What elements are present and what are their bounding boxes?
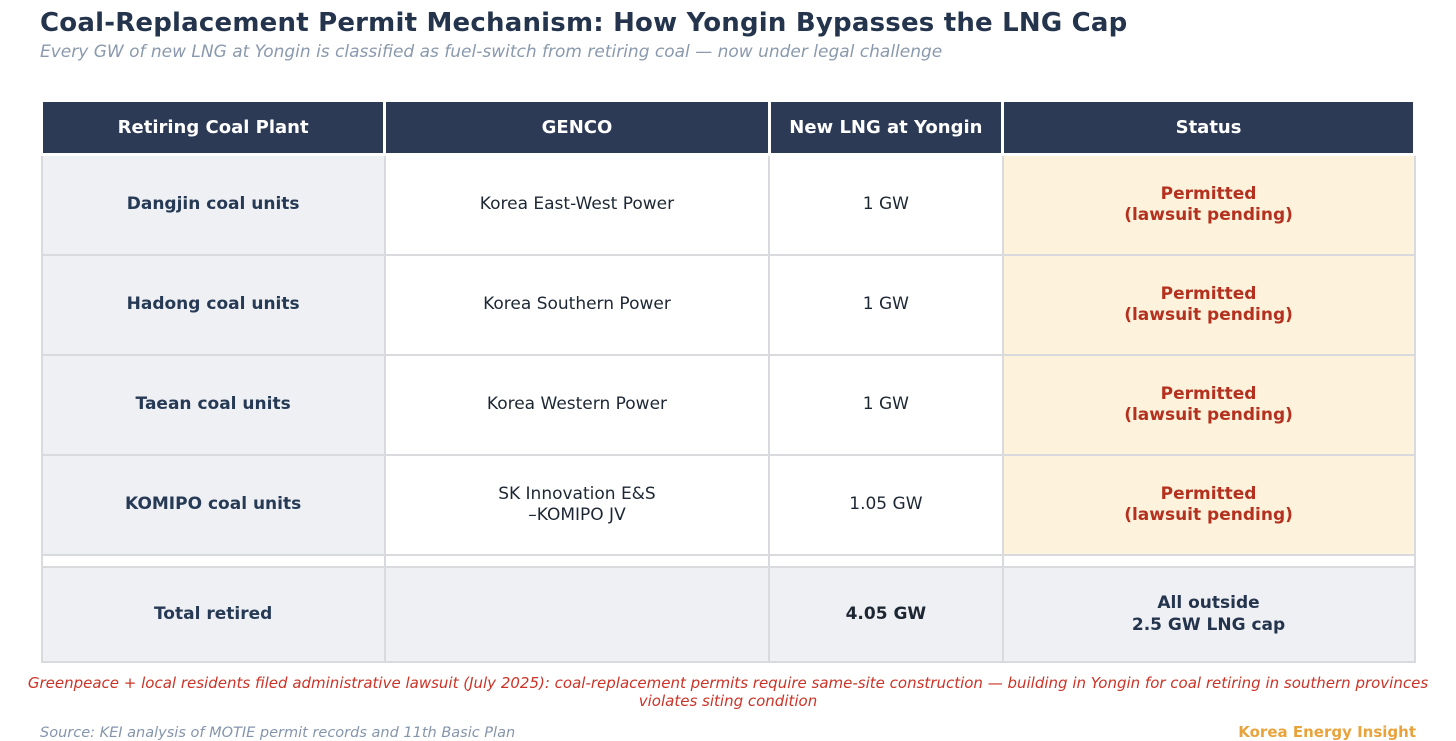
lng-cell: 1 GW [768, 254, 1004, 356]
brand-label: Korea Energy Insight [1238, 722, 1416, 741]
footer: Source: KEI analysis of MOTIE permit rec… [40, 723, 1416, 741]
genco-cell: Korea East-West Power [383, 153, 771, 256]
plant-cell: Hadong coal units [40, 254, 386, 356]
table-row-dangjin: Dangjin coal units Korea East-West Power… [40, 153, 1416, 256]
lawsuit-annotation: Greenpeace + local residents filed admin… [27, 674, 1429, 711]
total-row: Total retired 4.05 GW All outside 2.5 GW… [40, 566, 1416, 663]
plant-cell: Dangjin coal units [40, 153, 386, 256]
genco-cell: Korea Western Power [383, 354, 771, 456]
permit-table: Retiring Coal Plant GENCO New LNG at Yon… [39, 99, 1416, 663]
spacer-cell [1001, 554, 1416, 568]
source-note: Source: KEI analysis of MOTIE permit rec… [40, 724, 516, 741]
lng-cell: 1 GW [768, 354, 1004, 456]
genco-cell: SK Innovation E&S –KOMIPO JV [383, 454, 771, 556]
status-cell: Permitted (lawsuit pending) [1001, 354, 1416, 456]
table-row-hadong: Hadong coal units Korea Southern Power 1… [40, 254, 1416, 356]
lng-cell: 1.05 GW [768, 454, 1004, 556]
status-cell: Permitted (lawsuit pending) [1001, 153, 1416, 256]
table-row-taean: Taean coal units Korea Western Power 1 G… [40, 354, 1416, 456]
column-header-new-lng: New LNG at Yongin [767, 99, 1005, 156]
page-subtitle: Every GW of new LNG at Yongin is classif… [40, 42, 943, 62]
status-cell: Permitted (lawsuit pending) [1001, 254, 1416, 356]
spacer-row [40, 554, 1416, 568]
plant-cell: Taean coal units [40, 354, 386, 456]
column-header-status: Status [1001, 99, 1416, 156]
total-genco-cell [383, 566, 771, 663]
page-title: Coal-Replacement Permit Mechanism: How Y… [40, 8, 1128, 38]
column-header-genco: GENCO [383, 99, 771, 156]
plant-cell: KOMIPO coal units [40, 454, 386, 556]
spacer-cell [383, 554, 771, 568]
column-header-retiring-coal-plant: Retiring Coal Plant [39, 99, 387, 156]
spacer-cell [40, 554, 386, 568]
genco-cell: Korea Southern Power [383, 254, 771, 356]
table-row-komipo: KOMIPO coal units SK Innovation E&S –KOM… [40, 454, 1416, 556]
table-header-row: Retiring Coal Plant GENCO New LNG at Yon… [39, 99, 1416, 156]
total-status-cell: All outside 2.5 GW LNG cap [1001, 566, 1416, 663]
status-cell: Permitted (lawsuit pending) [1001, 454, 1416, 556]
spacer-cell [768, 554, 1004, 568]
lng-cell: 1 GW [768, 153, 1004, 256]
total-lng-cell: 4.05 GW [768, 566, 1004, 663]
total-label-cell: Total retired [40, 566, 386, 663]
